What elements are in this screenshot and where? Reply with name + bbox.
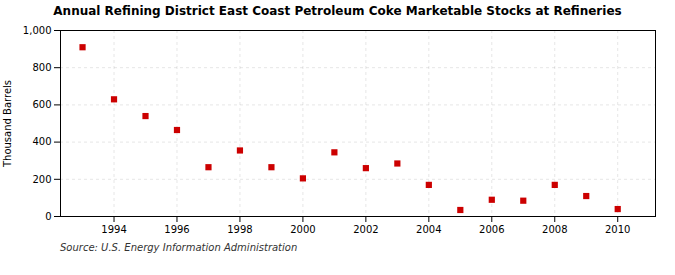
svg-text:600: 600 (32, 99, 51, 110)
svg-text:1,000: 1,000 (23, 25, 52, 36)
svg-text:1996: 1996 (164, 224, 189, 235)
svg-text:2010: 2010 (605, 224, 630, 235)
svg-text:2006: 2006 (479, 224, 504, 235)
svg-text:200: 200 (32, 174, 51, 185)
svg-text:0: 0 (45, 211, 51, 222)
svg-text:800: 800 (32, 62, 51, 73)
html-text:Source: U.S. Energy Informatio: Source: U.S. Energy Information Administ… (60, 242, 298, 253)
svg-text:1994: 1994 (101, 224, 126, 235)
svg-text:400: 400 (32, 136, 51, 147)
html-text:Annual Refining District East: Annual Refining District East Coast Petr… (53, 4, 622, 18)
svg-text:1998: 1998 (227, 224, 252, 235)
svg-text:2008: 2008 (542, 224, 567, 235)
svg-text:Thousand Barrels: Thousand Barrels (2, 80, 13, 168)
svg-text:2002: 2002 (353, 224, 378, 235)
svg-text:2004: 2004 (416, 224, 441, 235)
svg-text:2000: 2000 (290, 224, 315, 235)
